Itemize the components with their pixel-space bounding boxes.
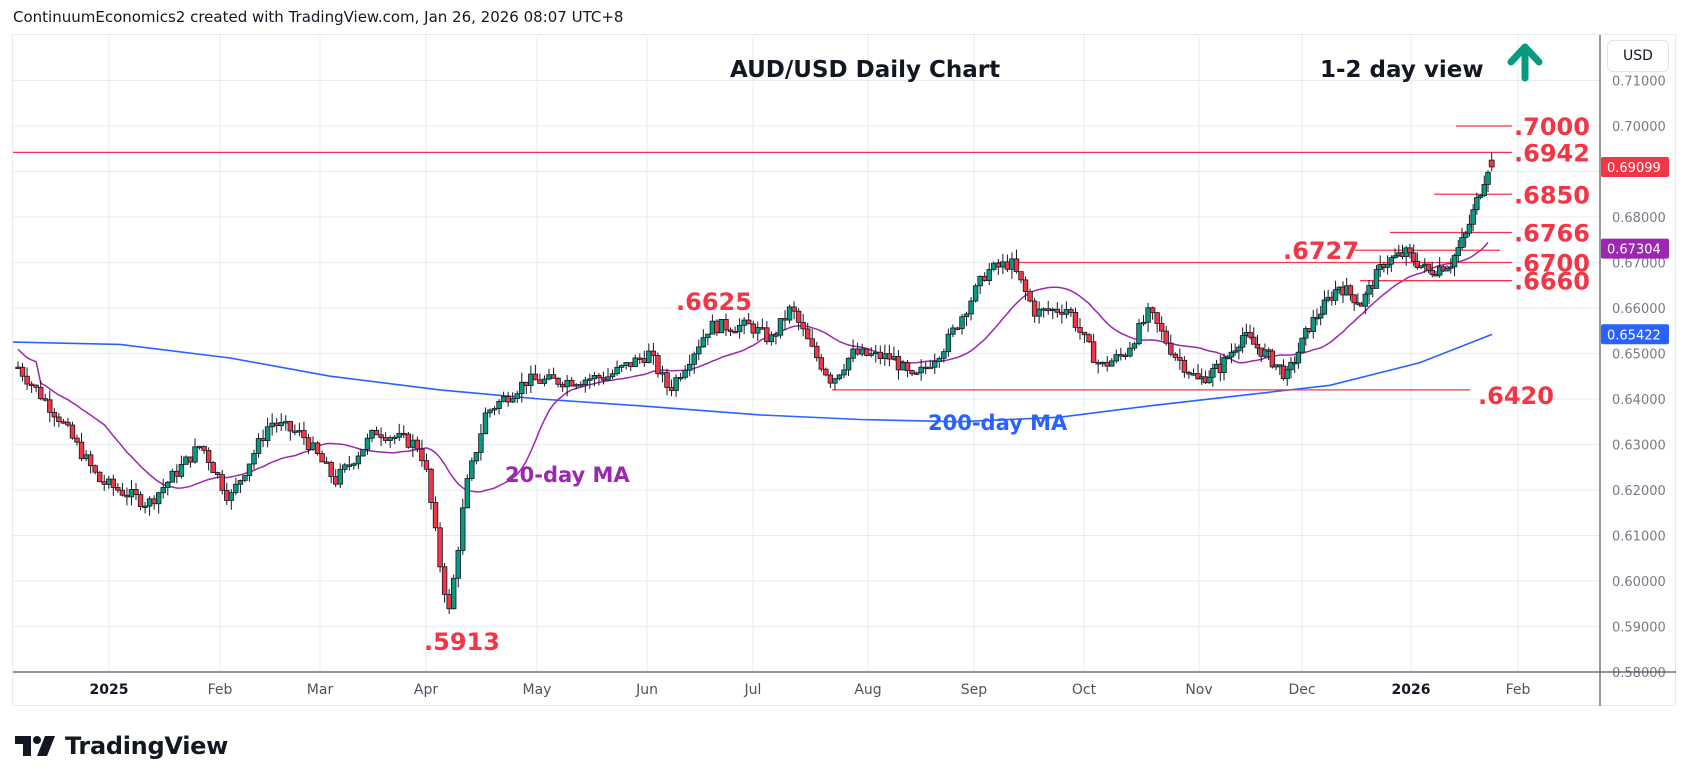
level-label-7000: .7000 <box>1514 113 1590 141</box>
time-label: Feb <box>208 682 233 698</box>
price-tick: 0.63000 <box>1612 439 1666 454</box>
time-axis[interactable]: 2025 Feb Mar Apr May Jun Jul Aug Sep Oct Nov Dec 202… <box>13 671 1676 698</box>
time-label: May <box>523 682 552 698</box>
level-label-6942: .6942 <box>1514 139 1590 167</box>
price-tick: 0.59000 <box>1612 621 1666 636</box>
price-tick: 0.62000 <box>1612 484 1666 499</box>
price-tick: 0.58000 <box>1612 666 1666 681</box>
ma20-label: 20-day MA <box>505 463 630 487</box>
svg-text:0.69099: 0.69099 <box>1607 161 1661 176</box>
time-label: Sep <box>961 682 988 698</box>
time-label: Apr <box>414 682 438 698</box>
price-badge <box>1601 238 1669 259</box>
time-label: Aug <box>854 682 881 698</box>
price-badge <box>1601 156 1669 177</box>
price-tick: 0.61000 <box>1612 530 1666 545</box>
tradingview-logo-icon <box>15 736 55 756</box>
time-label: Jun <box>635 682 658 698</box>
time-label: Feb <box>1506 682 1531 698</box>
price-badge <box>1601 324 1669 345</box>
time-label: Oct <box>1072 682 1097 698</box>
price-tick: 0.67000 <box>1612 257 1666 272</box>
level-label-6850: .6850 <box>1514 181 1590 209</box>
ma200-label: 200-day MA <box>928 411 1068 435</box>
price-tick: 0.60000 <box>1612 575 1666 590</box>
time-label: Nov <box>1185 682 1212 698</box>
chart-title: AUD/USD Daily Chart <box>730 57 1000 83</box>
high-label-6625: .6625 <box>676 288 752 316</box>
grid-lines <box>13 35 1600 673</box>
time-label: 2025 <box>90 682 129 698</box>
annotation-labels: .7000.6942 .6850 .6766 .6727 .6700.6660 .6625… <box>424 57 1590 656</box>
svg-text:0.67304: 0.67304 <box>1607 243 1661 258</box>
up-arrow-icon <box>1507 43 1543 82</box>
time-label: Jul <box>744 682 762 698</box>
level-label-6420: .6420 <box>1478 382 1554 410</box>
tradingview-logo: TradingView <box>15 732 228 760</box>
price-axis[interactable]: 0.71000 0.70000 0.68000 0.67000 0.66000 0.650… <box>1599 35 1669 706</box>
price-tick: 0.71000 <box>1612 75 1666 90</box>
candles <box>15 152 1495 615</box>
level-label-6700: .6700 <box>1514 250 1590 278</box>
time-label: 2026 <box>1392 682 1431 698</box>
price-tick: 0.64000 <box>1612 393 1666 408</box>
level-label-6727: .6727 <box>1283 237 1359 265</box>
level-label-6660: .6660 <box>1514 268 1590 296</box>
time-label: Dec <box>1288 682 1315 698</box>
price-tick: 0.65000 <box>1612 348 1666 363</box>
currency-selector[interactable]: USD <box>1607 40 1669 72</box>
svg-text:0.65422: 0.65422 <box>1607 328 1661 343</box>
level-lines <box>13 125 1512 391</box>
price-tick: 0.68000 <box>1612 211 1666 226</box>
low-label-5913: .5913 <box>424 628 500 656</box>
chart-subtitle: 1-2 day view <box>1320 57 1484 83</box>
attribution-text: ContinuumEconomics2 created with Trading… <box>13 8 624 26</box>
level-label-6766: .6766 <box>1514 219 1590 247</box>
time-label: Mar <box>307 682 334 698</box>
price-tick: 0.66000 <box>1612 302 1666 317</box>
price-tick: 0.70000 <box>1612 120 1666 135</box>
brand-name: TradingView <box>65 732 228 760</box>
